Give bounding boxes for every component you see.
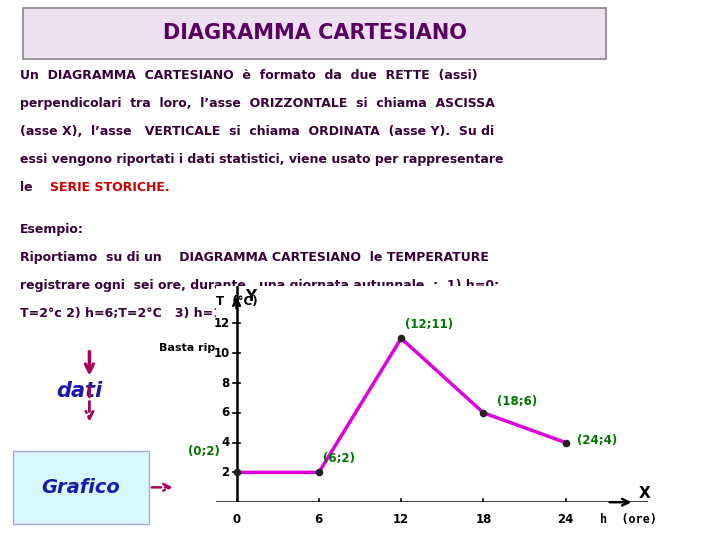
Text: Basta riportare sull’asse X il Tempo e sull’asse Y le Temperature: Basta riportare sull’asse X il Tempo e s…: [159, 343, 562, 354]
Point: [313, 468, 325, 477]
Text: (asse X),  l’asse   VERTICALE  si  chiama  ORDINATA  (asse Y).  Su di: (asse X), l’asse VERTICALE si chiama ORD…: [20, 125, 494, 138]
Text: (0;2): (0;2): [188, 444, 220, 457]
FancyBboxPatch shape: [23, 8, 606, 59]
Text: DIAGRAMMA CARTESIANO: DIAGRAMMA CARTESIANO: [300, 539, 503, 540]
Text: Grafico: Grafico: [42, 478, 120, 497]
Text: 0: 0: [233, 512, 240, 525]
Text: 12: 12: [393, 512, 409, 525]
Point: [395, 334, 407, 343]
Text: le: le: [20, 181, 37, 194]
Text: (12;11): (12;11): [405, 318, 454, 331]
Text: T=2°c 2) h=6;T=2°C   3) h=12;T=11°C    4) h=18;T=6°C   5) h=24;T=4°C: T=2°c 2) h=6;T=2°C 3) h=12;T=11°C 4) h=1…: [20, 307, 527, 320]
Text: 24: 24: [557, 512, 574, 525]
Text: X: X: [639, 485, 650, 501]
Text: Y: Y: [245, 289, 256, 304]
Text: DIAGRAMMA CARTESIANO: DIAGRAMMA CARTESIANO: [163, 23, 467, 44]
Text: (18;6): (18;6): [497, 395, 537, 408]
Text: h  (ore): h (ore): [600, 512, 657, 525]
Text: 2: 2: [222, 466, 230, 479]
Text: Esempio:: Esempio:: [20, 223, 84, 236]
Text: SERIE STORICHE.: SERIE STORICHE.: [50, 181, 169, 194]
Text: 6: 6: [315, 512, 323, 525]
Text: Riportiamo  su di un    DIAGRAMMA CARTESIANO  le TEMPERATURE: Riportiamo su di un DIAGRAMMA CARTESIANO…: [20, 251, 489, 264]
Text: 4: 4: [222, 436, 230, 449]
Text: 18: 18: [475, 512, 492, 525]
Text: perpendicolari  tra  loro,  l’asse  ORIZZONTALE  si  chiama  ASCISSA: perpendicolari tra loro, l’asse ORIZZONT…: [20, 97, 495, 110]
Text: 10: 10: [213, 347, 230, 360]
Point: [477, 408, 489, 417]
Text: 8: 8: [222, 376, 230, 389]
Text: (24;4): (24;4): [577, 434, 617, 447]
Text: (6;2): (6;2): [323, 452, 355, 465]
Text: Un  DIAGRAMMA  CARTESIANO  è  formato  da  due  RETTE  (assi): Un DIAGRAMMA CARTESIANO è formato da due…: [20, 69, 477, 82]
Text: essi vengono riportati i dati statistici, viene usato per rappresentare: essi vengono riportati i dati statistici…: [20, 153, 503, 166]
Text: 6: 6: [222, 406, 230, 420]
Text: T  (°C): T (°C): [216, 295, 258, 308]
Text: registrare ogni  sei ore, durante   una giornata autunnale  :  1) h=0;: registrare ogni sei ore, durante una gio…: [20, 279, 499, 292]
Point: [560, 438, 572, 447]
Point: [231, 468, 243, 477]
FancyBboxPatch shape: [13, 451, 149, 524]
Text: dati: dati: [56, 381, 102, 401]
Text: 12: 12: [213, 317, 230, 330]
